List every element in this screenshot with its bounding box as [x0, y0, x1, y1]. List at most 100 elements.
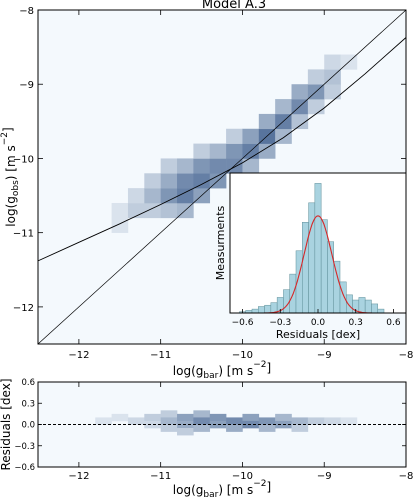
x-tick-label: −11 [150, 350, 171, 361]
residual-density-cell [160, 410, 178, 418]
residual-density-cell [258, 417, 276, 425]
inset-y-axis-label: Measurments [214, 205, 227, 280]
y-tick-label: −10 [13, 154, 34, 165]
histogram-bar [264, 304, 272, 314]
residual-x-axis-label: log(gbar) [m s−2] [173, 479, 271, 498]
x-tick-label: −8 [399, 350, 414, 361]
density-cell [160, 188, 178, 204]
inset-x-tick-label: 0.0 [311, 318, 326, 328]
residual-x-tick-label: −10 [232, 471, 253, 482]
histogram-bar [371, 303, 378, 314]
inset-x-ticks: −0.6 −0.3 0.0 0.3 0.6 [232, 309, 401, 328]
residual-density-cell [242, 413, 260, 422]
histogram-bar [346, 294, 353, 314]
density-cell [111, 202, 129, 219]
y-tick-label: −8 [19, 6, 34, 17]
residual-density-cell [291, 417, 309, 425]
density-cell [111, 217, 129, 233]
histogram-bar [327, 241, 334, 314]
residual-density-cell [144, 420, 161, 429]
density-cell [177, 158, 194, 174]
residual-density-cell [177, 413, 194, 422]
density-cell [307, 69, 325, 85]
residual-y-ticks: −0.6 −0.3 0.0 0.3 0.6 [14, 378, 406, 473]
residual-x-tick-label: −8 [399, 471, 414, 482]
residual-x-ticks: −12 −11 −10 −9 −8 [68, 382, 413, 482]
histogram-bar [283, 289, 290, 314]
density-cell [226, 128, 243, 144]
density-cell [242, 128, 260, 144]
inset-x-tick-label: −0.3 [269, 318, 291, 328]
x-tick-label: −10 [232, 350, 253, 361]
residual-density-cell [275, 413, 292, 422]
histogram-bar [258, 306, 265, 314]
inset-x-tick-label: −0.6 [232, 318, 254, 328]
histogram-bar [339, 281, 347, 314]
residual-density-cell [160, 424, 178, 432]
residual-panel: −12 −11 −10 −9 −8 −0.6 −0.3 0.0 0.3 0.6 log(gbar… [0, 378, 413, 498]
residual-y-axis-label: Residuals [dex] [0, 379, 13, 471]
residual-density-cell [95, 417, 112, 425]
inset-x-tick-label: 0.6 [386, 318, 401, 328]
histogram-bar [251, 308, 259, 314]
histogram-bar [377, 308, 385, 314]
main-x-ticks: −12 −11 −10 −9 −8 [68, 10, 413, 361]
y-tick-label: −9 [19, 80, 34, 91]
one-to-one-line [37, 9, 407, 345]
density-cell [177, 173, 194, 189]
residual-density-cell [144, 413, 161, 422]
residual-y-tick-label: 0.6 [21, 378, 35, 388]
y-tick-label: −12 [13, 303, 34, 314]
density-cell [307, 99, 325, 115]
residual-density-cell [258, 424, 276, 432]
density-cell [160, 202, 178, 219]
density-cell [127, 188, 145, 204]
main-y-axis-label: log(gobs) [m s−2] [0, 127, 21, 226]
residual-x-tick-label: −12 [68, 471, 89, 482]
inset-x-axis-label: Residuals [dex] [276, 328, 360, 341]
density-cell [291, 84, 309, 100]
density-cell [324, 84, 341, 100]
residual-density-cell [160, 417, 178, 425]
residual-x-tick-label: −11 [150, 471, 171, 482]
residual-x-tick-label: −9 [317, 471, 332, 482]
density-cell [275, 99, 292, 115]
residual-y-tick-label: −0.3 [14, 442, 35, 452]
residual-density-cell [177, 428, 194, 436]
inset-x-tick-label: 0.3 [349, 318, 363, 328]
density-cell [144, 173, 161, 189]
residual-density-cell [193, 417, 211, 425]
density-cell [209, 143, 227, 159]
residual-density-cell [209, 413, 227, 422]
residual-density-cell [226, 417, 243, 425]
density-cell [160, 173, 178, 189]
residual-density-cell [340, 417, 358, 425]
density-cell [226, 143, 243, 159]
density-cell [144, 188, 161, 204]
density-cell [209, 158, 227, 174]
density-cell [193, 173, 211, 189]
residual-density-cell [307, 417, 325, 425]
residual-density-cell [193, 424, 211, 432]
density-cell [291, 113, 309, 130]
residual-density-cell [193, 410, 211, 418]
main-title: Model A.3 [202, 0, 266, 12]
main-x-axis-label: log(gbar) [m s−2] [173, 360, 271, 381]
density-cell [193, 158, 211, 174]
density-cell [324, 54, 341, 70]
residual-y-tick-label: −0.6 [14, 463, 35, 473]
residual-density-cell [226, 424, 243, 432]
density-cell [177, 188, 194, 204]
x-tick-label: −12 [68, 350, 89, 361]
residual-density-cell [324, 417, 341, 425]
histogram-bar [333, 260, 341, 314]
residual-y-tick-label: 0.0 [21, 421, 35, 431]
density-cell [193, 143, 211, 159]
residual-density-cell [127, 417, 145, 425]
main-density-map [111, 54, 358, 233]
density-cell [258, 113, 276, 130]
density-cell [258, 143, 276, 159]
histogram-bar [364, 299, 372, 314]
x-tick-label: −9 [317, 350, 332, 361]
